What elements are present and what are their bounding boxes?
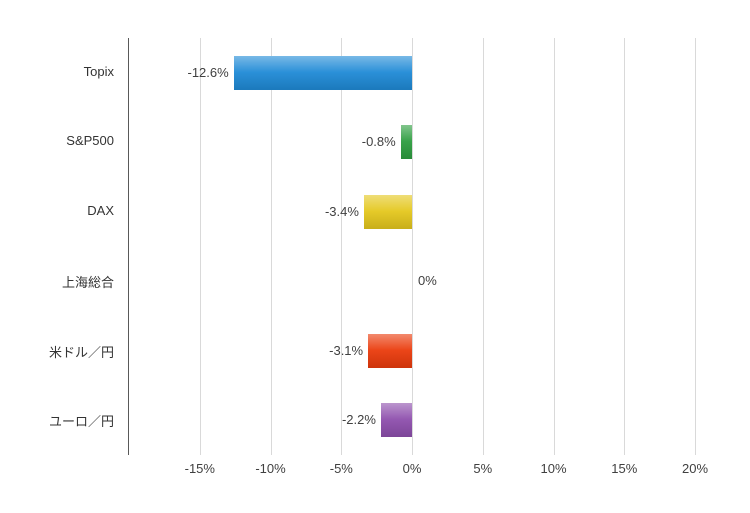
x-tick-label: -5% — [329, 461, 353, 476]
bar — [380, 403, 412, 438]
bar-value-label: 0% — [418, 273, 437, 289]
grid-line — [199, 38, 201, 455]
grid-line — [553, 38, 555, 455]
bar-value-label: -0.8% — [361, 134, 396, 150]
bar — [400, 125, 412, 160]
x-tick-label: -15% — [184, 461, 215, 476]
x-tick-label: 10% — [540, 461, 567, 476]
category-label: DAX — [87, 202, 114, 218]
x-tick-label: 5% — [473, 461, 493, 476]
grid-line — [624, 38, 626, 455]
grid-line — [270, 38, 272, 455]
x-tick-label: 20% — [681, 461, 709, 476]
grid-line — [482, 38, 484, 455]
bar-value-label: -2.2% — [341, 412, 376, 428]
grid-line — [341, 38, 343, 455]
category-label: Topix — [83, 63, 114, 79]
bar-value-label: -12.6% — [187, 64, 229, 80]
bar — [368, 333, 412, 368]
category-label: 上海総合 — [61, 275, 114, 291]
plot-area: -15% -10% -5% 0% 5% 10% 15% 20% -12.6% -0.8% -3.4%… — [128, 38, 708, 476]
grid-line — [412, 38, 413, 455]
bar — [233, 55, 412, 90]
category-label: ユーロ／円 — [48, 414, 114, 430]
x-tick-label: 15% — [611, 461, 638, 476]
bar-value-label: -3.1% — [329, 342, 364, 358]
category-label: 米ドル／円 — [48, 344, 114, 360]
x-tick-label: 0% — [402, 461, 422, 476]
grid-line — [695, 38, 696, 455]
bar — [363, 194, 412, 229]
bar-value-label: -3.4% — [324, 203, 359, 219]
x-tick-label: -10% — [255, 461, 286, 476]
category-label: S&P500 — [66, 133, 114, 149]
